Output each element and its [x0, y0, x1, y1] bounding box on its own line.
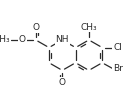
Text: CH₃: CH₃	[81, 23, 97, 32]
Text: O: O	[32, 23, 39, 32]
Text: Cl: Cl	[113, 43, 122, 52]
Text: CH₃: CH₃	[0, 35, 11, 44]
Text: O: O	[19, 35, 26, 44]
Text: NH: NH	[55, 35, 69, 44]
Text: Br: Br	[113, 64, 123, 73]
Text: O: O	[59, 78, 66, 87]
